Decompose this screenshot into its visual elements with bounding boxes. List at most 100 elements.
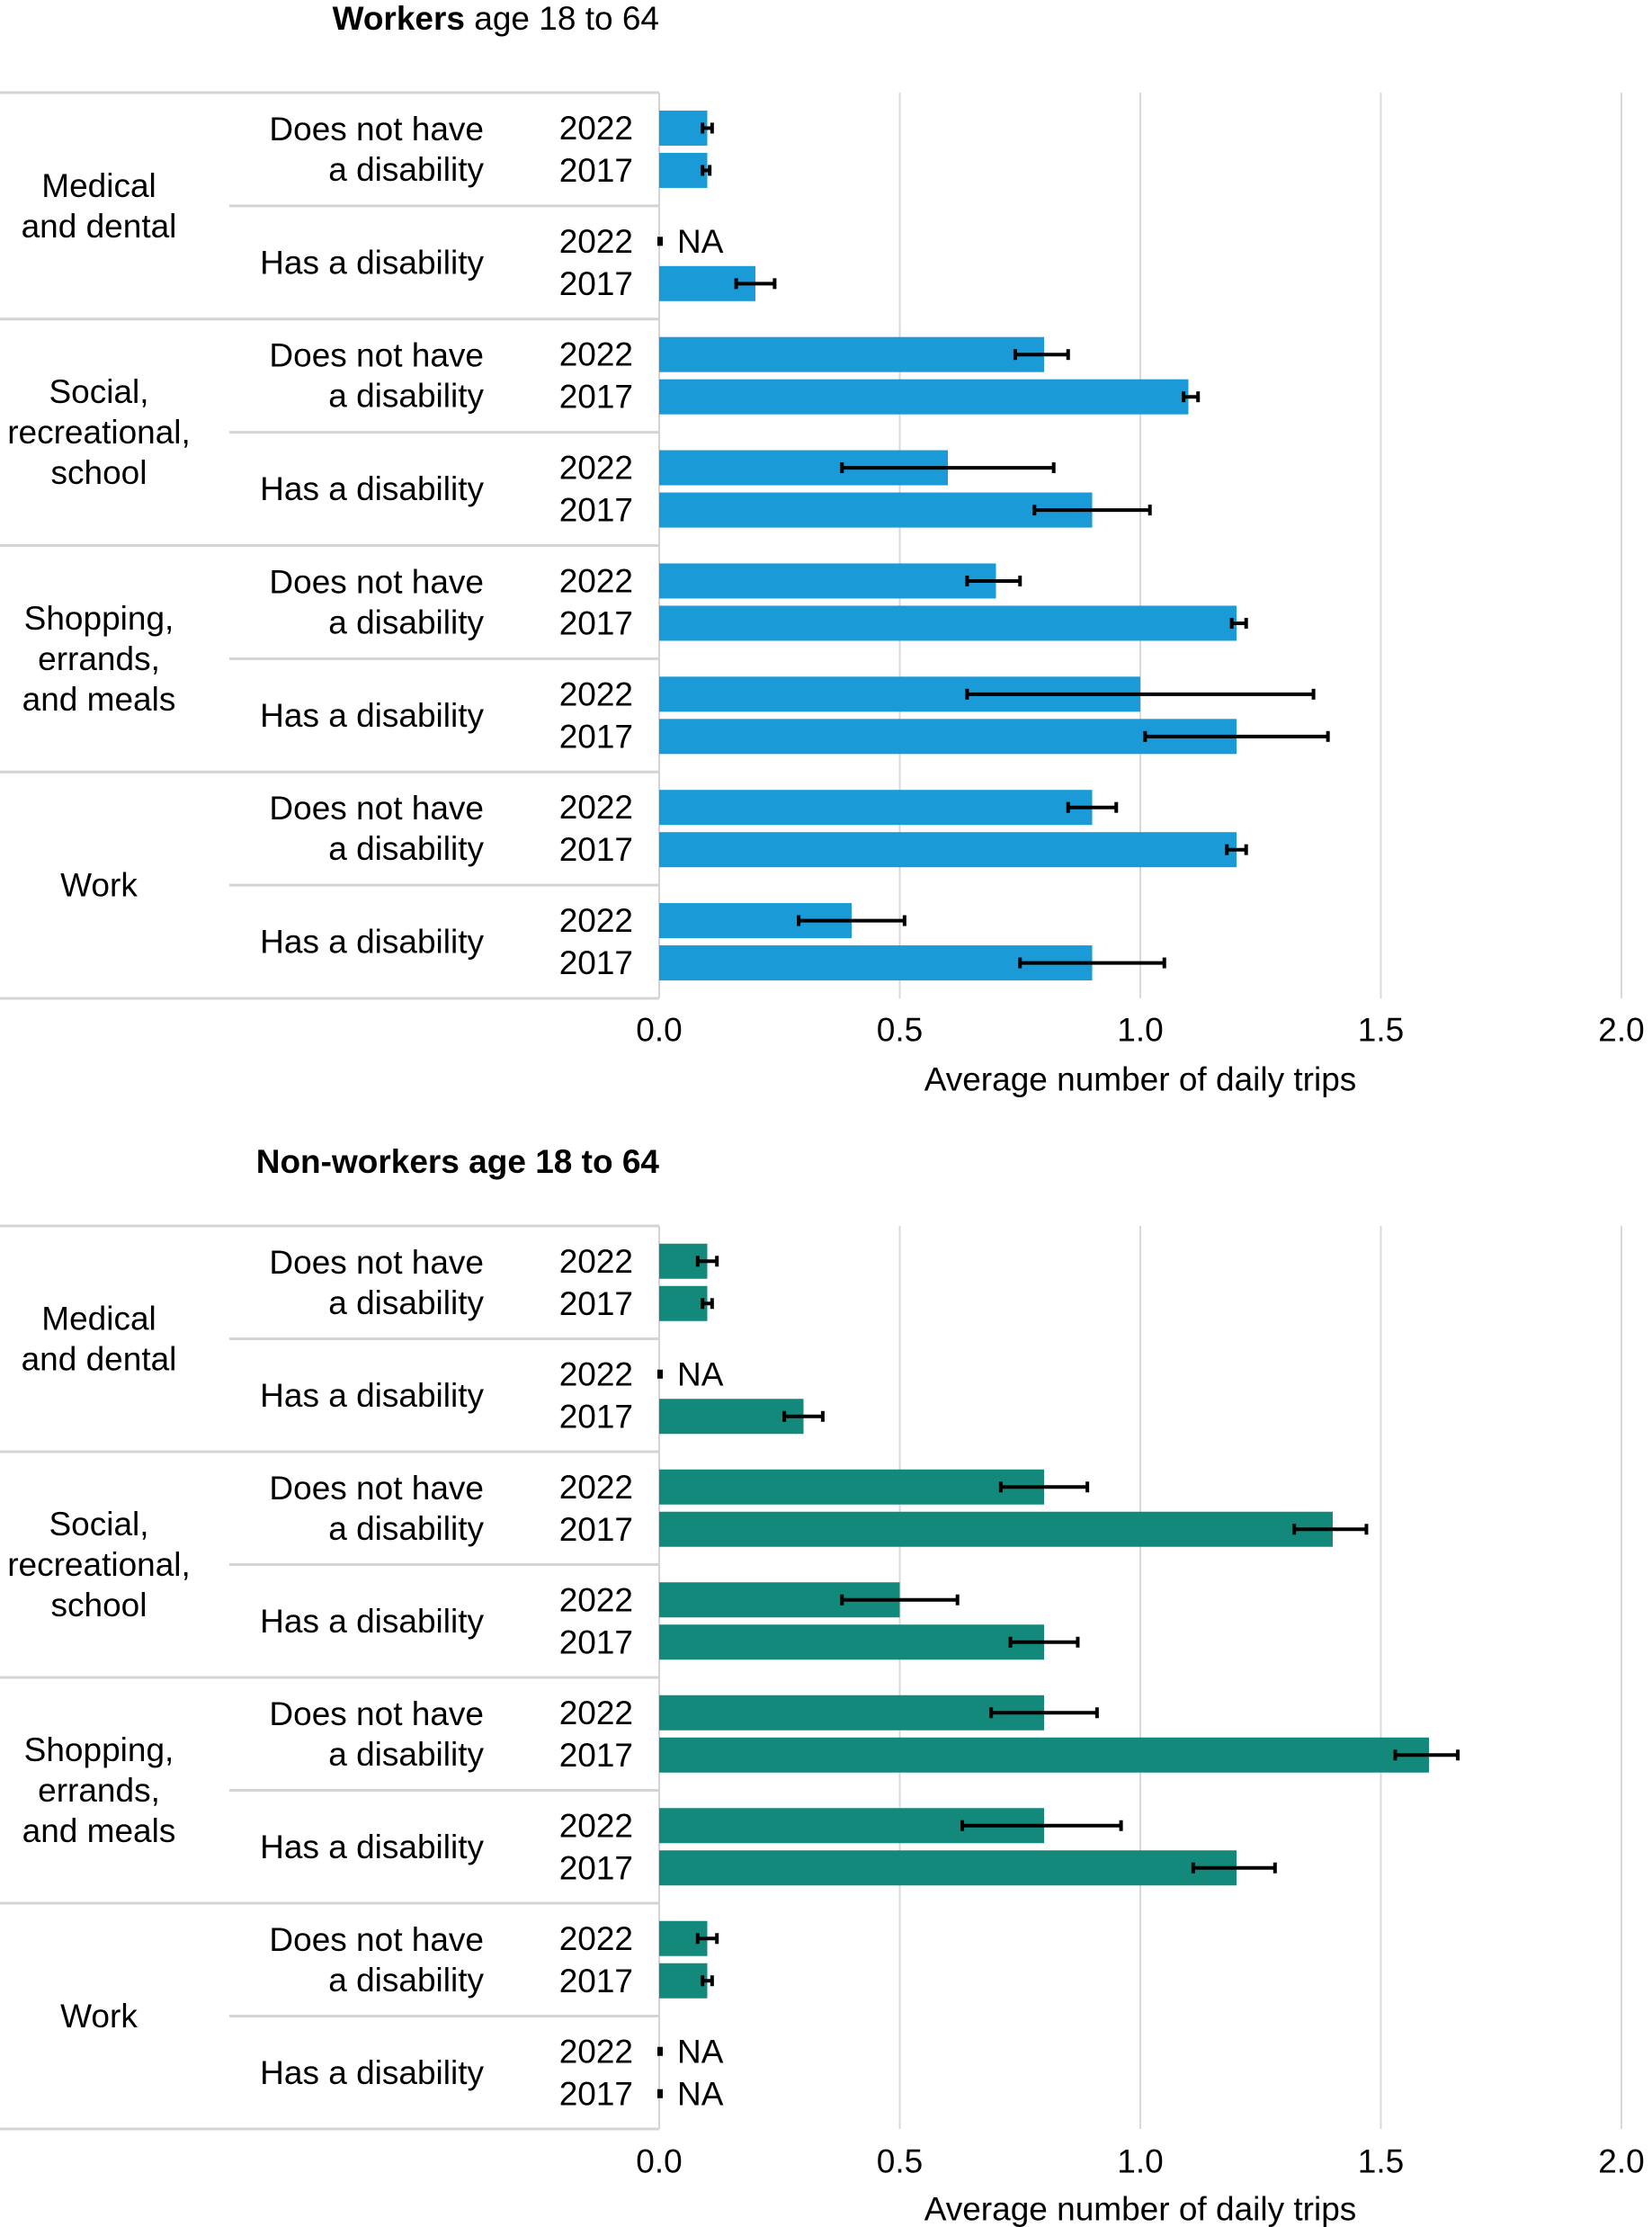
panel2-bar: [659, 1695, 1044, 1731]
panel1-group-label: and meals: [22, 681, 176, 718]
panel1-xtick-label: 1.5: [1358, 1012, 1404, 1049]
panel2-group-label: Shopping,: [24, 1731, 174, 1768]
panel2-title: Non-workers age 18 to 64: [256, 1143, 660, 1180]
panel2-group-label: Medical: [41, 1301, 156, 1337]
panel2-subgroup-label: Does not have: [269, 1470, 484, 1507]
panel2-year-label: 2022: [559, 1243, 633, 1280]
panel2-subgroup-label: Has a disability: [260, 1603, 484, 1640]
panel2-group-label: errands,: [38, 1772, 160, 1809]
panel1-subgroup-label: Does not have: [269, 790, 484, 827]
panel2-subgroup-label: Does not have: [269, 1921, 484, 1958]
panel1-group-label: errands,: [38, 640, 160, 677]
panel1-group-label: Medical: [41, 167, 156, 204]
panel1-year-label: 2017: [559, 604, 633, 641]
panel1-bar: [659, 110, 708, 146]
panel2-group-label: Social,: [49, 1506, 148, 1543]
panel2-subgroup-label: Has a disability: [260, 2054, 484, 2091]
panel1-bar: [659, 605, 1237, 641]
panel1-subgroup-label: a disability: [328, 378, 484, 415]
panel2-year-label: 2022: [559, 2033, 633, 2070]
panel1-year-label: 2022: [559, 675, 633, 712]
panel1-subgroup-label: a disability: [328, 604, 484, 640]
panel2-xlabel: Average number of daily trips: [924, 2191, 1357, 2227]
panel1-year-label: 2022: [559, 562, 633, 599]
panel2-year-label: 2017: [559, 2075, 633, 2112]
panel1-year-label: 2022: [559, 450, 633, 487]
panel1-xtick-label: 0.0: [636, 1012, 682, 1049]
panel1-subgroup-label: Does not have: [269, 111, 484, 148]
panel2-subgroup-label: a disability: [328, 1284, 484, 1321]
panel2-group-label: school: [51, 1587, 147, 1623]
panel2-na-label: NA: [677, 2033, 724, 2070]
panel1-bar: [659, 492, 1093, 528]
panel2-xtick-label: 0.0: [636, 2143, 682, 2180]
panel2-na-label: NA: [677, 1355, 724, 1392]
panel1-bar: [659, 336, 1044, 372]
panel1-year-label: 2017: [559, 492, 633, 529]
panel2-na-marker: [657, 2088, 663, 2098]
panel2-xtick-label: 0.5: [877, 2143, 923, 2180]
panel2-year-label: 2017: [559, 1623, 633, 1660]
panel1-subgroup-label: Does not have: [269, 563, 484, 600]
panel2-subgroup-label: Has a disability: [260, 1829, 484, 1865]
panel2-subgroup-label: Has a disability: [260, 1377, 484, 1414]
panel1-year-label: 2017: [559, 944, 633, 981]
panel1-group-label: and dental: [22, 208, 177, 245]
panel2-title-bold: Non-workers age 18 to 64: [256, 1143, 660, 1180]
panel1-bar: [659, 790, 1093, 826]
panel1-group-label: Shopping,: [24, 600, 174, 637]
panel2-year-label: 2022: [559, 1695, 633, 1731]
panel1-title-bold: Workers: [333, 0, 465, 37]
panel1-bar: [659, 152, 708, 188]
panel1-subgroup-label: a disability: [328, 151, 484, 188]
panel1-bar: [659, 832, 1237, 868]
panel1-year-label: 2017: [559, 379, 633, 416]
panel1-subgroup-label: Does not have: [269, 337, 484, 374]
panel2-year-label: 2017: [559, 1285, 633, 1322]
panel1-subgroup-label: Has a disability: [260, 244, 484, 281]
panel2-na-label: NA: [677, 2075, 724, 2112]
panel1-na-marker: [657, 237, 663, 246]
panel2-year-label: 2017: [559, 1398, 633, 1435]
panel1-title-rest: age 18 to 64: [465, 0, 659, 37]
panel1-title: Workers age 18 to 64: [333, 0, 659, 37]
panel2-bar: [659, 1850, 1237, 1886]
panel1-bar: [659, 563, 996, 599]
panel1-group-label: school: [51, 454, 147, 491]
panel2-na-marker: [657, 2046, 663, 2056]
panel2-group-label: and meals: [22, 1812, 176, 1849]
panel2-bar: [659, 1624, 1044, 1660]
panel1-group-label: Social,: [49, 373, 148, 410]
panel1-year-label: 2017: [559, 152, 633, 189]
panel2-subgroup-label: a disability: [328, 1510, 484, 1547]
panel1-xtick-label: 1.0: [1117, 1012, 1163, 1049]
panel1-group-label: recreational,: [7, 414, 191, 451]
panel1-subgroup-label: Has a disability: [260, 924, 484, 961]
panel2-bar: [659, 1963, 708, 1999]
panel2-year-label: 2017: [559, 1849, 633, 1886]
panel2-year-label: 2022: [559, 1920, 633, 1957]
panel2-xtick-label: 1.5: [1358, 2143, 1404, 2180]
panel1-year-label: 2022: [559, 223, 633, 260]
panel1-bar: [659, 379, 1189, 415]
panel2-na-marker: [657, 1369, 663, 1379]
panel2-year-label: 2022: [559, 1807, 633, 1844]
panel1-group-label: Work: [60, 867, 138, 904]
panel1-year-label: 2017: [559, 265, 633, 302]
panel2-year-label: 2017: [559, 1963, 633, 1999]
panel2-xtick-label: 1.0: [1117, 2143, 1163, 2180]
panel2-year-label: 2017: [559, 1737, 633, 1774]
panel2-year-label: 2022: [559, 1581, 633, 1618]
panel2-subgroup-label: a disability: [328, 1736, 484, 1773]
panel1-bar: [659, 719, 1237, 755]
panel1-subgroup-label: a disability: [328, 830, 484, 867]
panel1-year-label: 2022: [559, 902, 633, 939]
panel1-na-label: NA: [677, 223, 724, 260]
panel2-group-label: recreational,: [7, 1546, 191, 1583]
panel2-xtick-label: 2.0: [1598, 2143, 1644, 2180]
panel2-bar: [659, 1511, 1333, 1547]
panel1-year-label: 2022: [559, 110, 633, 147]
panel2-year-label: 2022: [559, 1469, 633, 1506]
panel2-subgroup-label: Does not have: [269, 1695, 484, 1732]
